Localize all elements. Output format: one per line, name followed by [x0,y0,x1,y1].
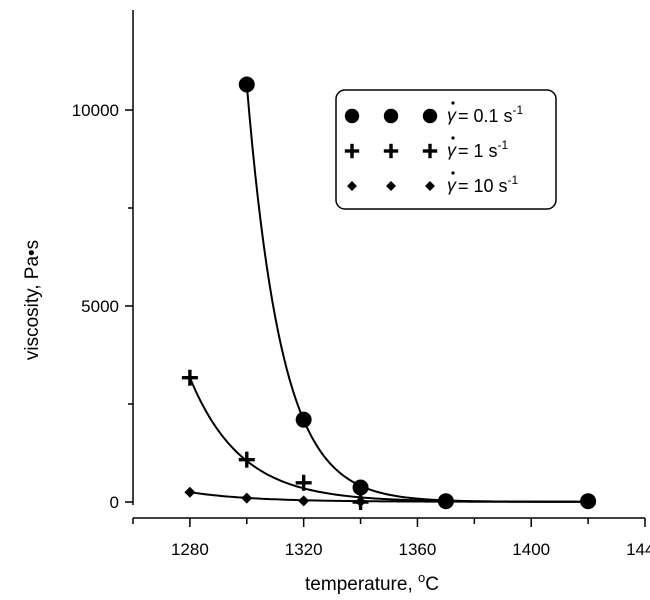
gamma-symbol: γ [447,175,457,195]
fit-curve-2 [188,377,589,503]
axes [132,10,645,519]
legend-marker-diamond [347,181,357,191]
data-point-circle [437,493,454,510]
legend-marker-circle [383,108,399,124]
data-point-diamond [184,486,196,498]
data-point-plus [181,369,198,386]
legend-marker-circle [422,108,438,124]
gamma-symbol: γ [447,105,457,125]
gamma-dot [451,101,455,105]
legend-marker-plus [344,143,360,159]
legend: γ = 0.1 s-1γ = 1 s-1γ = 10 s-1 [335,89,557,210]
y-tick-label: 5000 [81,297,119,316]
data-point-circle [352,479,369,496]
x-tick-label: 1400 [512,540,550,559]
legend-marker-circle [344,108,360,124]
y-tick-label: 0 [110,493,119,512]
data-points [181,76,597,510]
data-point-diamond [241,492,253,504]
legend-label: = 1 s-1 [458,138,509,161]
x-axis-label: temperature, oC [305,570,439,595]
ticks: 0 5000 10000 1280 1320 1360 1400 1440 [72,101,650,559]
gamma-dot [451,136,455,140]
data-point-circle [238,76,255,93]
data-point-circle [295,411,312,428]
data-point-plus [295,474,312,491]
legend-marker-plus [422,143,438,159]
gamma-symbol: γ [447,140,457,160]
y-axis-label: viscosity, Pa•s [22,240,43,360]
data-point-plus [238,451,255,468]
fit-curve-3 [189,491,589,503]
legend-label: = 10 s-1 [458,173,519,196]
data-point-diamond [298,495,310,507]
legend-label: = 0.1 s-1 [458,103,524,126]
data-point-diamond [355,496,367,508]
y-tick-label: 10000 [72,101,119,120]
x-tick-label: 1360 [399,540,437,559]
x-tick-label: 1320 [285,540,323,559]
gamma-dot [451,171,455,175]
x-tick-label: 1280 [171,540,209,559]
legend-marker-diamond [425,181,435,191]
legend-marker-diamond [386,181,396,191]
x-tick-label: 1440 [626,540,650,559]
data-point-circle [580,493,597,510]
legend-marker-plus [383,143,399,159]
